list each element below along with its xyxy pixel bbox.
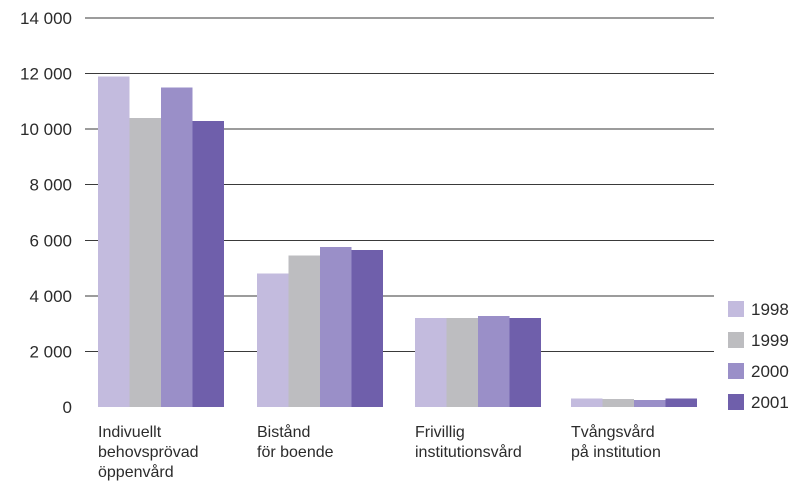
y-tick-label: 8 000 xyxy=(29,176,72,195)
bars xyxy=(98,76,697,408)
x-axis-category-labels: Indivuellt behovsprövad öppenvård Bistånd fö… xyxy=(98,423,661,481)
bar-2000-cat2 xyxy=(478,316,510,407)
bar-1998-cat3 xyxy=(571,398,603,407)
legend-label-2000: 2000 xyxy=(751,362,789,381)
x-category-label: Frivillig institutionsvård xyxy=(415,424,522,461)
y-tick-label: 6 000 xyxy=(29,231,72,250)
bar-2001-cat1 xyxy=(351,250,383,407)
legend-swatch-2001 xyxy=(728,394,744,410)
y-axis-tick-labels: 0 2 000 4 000 6 000 8 000 10 000 12 000 14 000 xyxy=(20,9,72,417)
y-tick-label: 4 000 xyxy=(29,287,72,306)
legend-label-1999: 1999 xyxy=(751,331,789,350)
bar-1998-cat1 xyxy=(257,273,289,407)
bar-2001-cat3 xyxy=(665,398,697,407)
x-category-label: Bistånd för boende xyxy=(257,423,334,461)
bar-1998-cat2 xyxy=(415,318,447,407)
y-tick-label: 0 xyxy=(63,398,72,417)
bar-1999-cat2 xyxy=(446,318,478,407)
y-tick-label: 2 000 xyxy=(29,342,72,361)
bar-1999-cat1 xyxy=(288,255,320,407)
legend: 1998 1999 2000 2001 xyxy=(728,300,789,412)
y-tick-label: 14 000 xyxy=(20,9,72,28)
legend-label-1998: 1998 xyxy=(751,300,789,319)
y-tick-label: 10 000 xyxy=(20,120,72,139)
bar-1998-cat0 xyxy=(98,76,130,407)
y-tick-label: 12 000 xyxy=(20,65,72,84)
bar-1999-cat0 xyxy=(129,118,161,408)
legend-swatch-2000 xyxy=(728,363,744,379)
bar-1999-cat3 xyxy=(602,399,634,407)
x-category-label: Indivuellt behovsprövad öppenvård xyxy=(98,424,199,481)
bar-2000-cat0 xyxy=(161,87,193,407)
bar-2000-cat1 xyxy=(320,247,352,407)
legend-swatch-1999 xyxy=(728,332,744,348)
legend-swatch-1998 xyxy=(728,301,744,317)
legend-label-2001: 2001 xyxy=(751,393,789,412)
bar-2001-cat2 xyxy=(509,318,541,407)
x-category-label: Tvångsvård på institution xyxy=(571,423,661,461)
bar-2001-cat0 xyxy=(192,120,224,408)
bar-2000-cat3 xyxy=(634,400,666,407)
